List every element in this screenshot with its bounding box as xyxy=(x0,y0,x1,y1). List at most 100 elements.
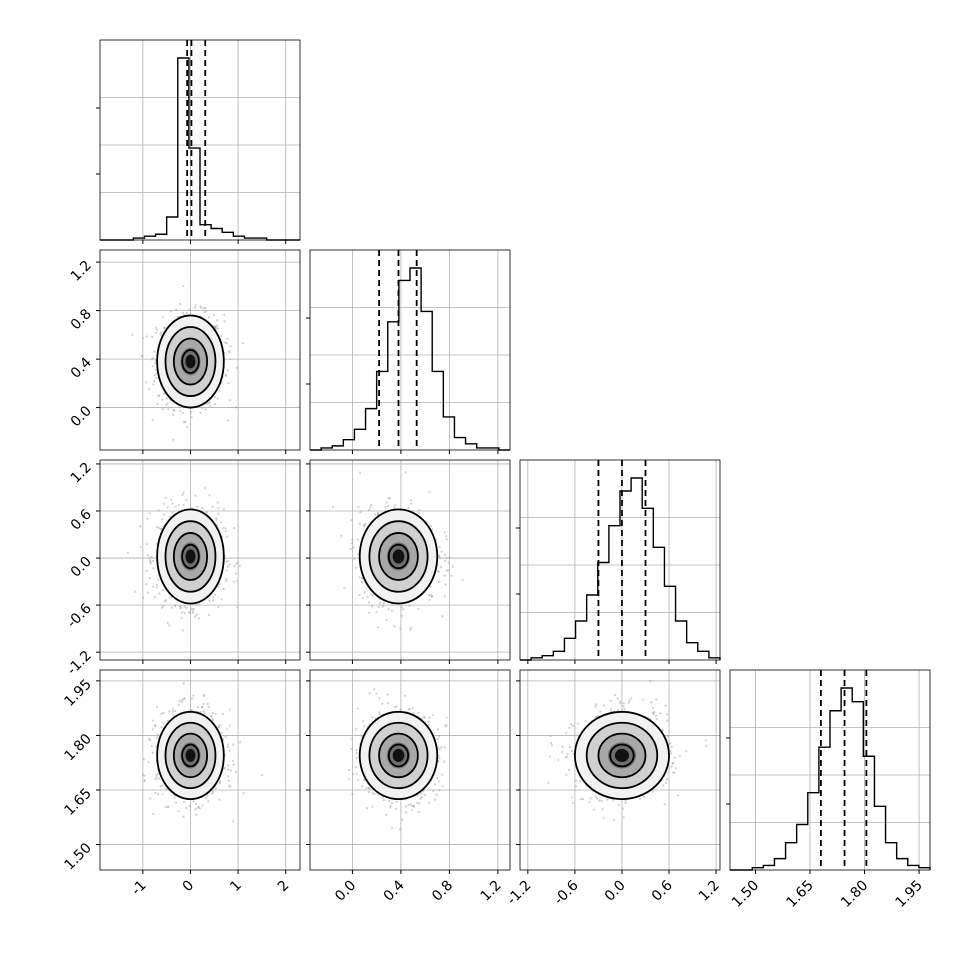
scatter-point xyxy=(444,559,447,562)
scatter-point xyxy=(400,606,403,609)
scatter-point xyxy=(444,553,447,556)
scatter-point xyxy=(148,577,151,580)
scatter-point xyxy=(156,733,159,736)
density-contour-1 xyxy=(164,326,217,397)
scatter-point xyxy=(200,306,203,309)
scatter-point xyxy=(183,605,186,608)
scatter-point xyxy=(441,773,444,776)
axes-frame xyxy=(729,669,931,871)
scatter-point xyxy=(139,525,142,528)
scatter-point xyxy=(438,557,441,560)
scatter-point xyxy=(208,494,211,497)
scatter-point xyxy=(139,546,142,549)
scatter-point xyxy=(363,591,366,594)
scatter-point xyxy=(165,404,168,407)
scatter-point xyxy=(365,786,368,790)
density-contour-2 xyxy=(378,532,419,581)
scatter-point xyxy=(205,511,208,514)
scatter-point xyxy=(145,543,148,546)
scatter-point xyxy=(232,743,235,746)
panel-content xyxy=(100,670,300,870)
scatter-point xyxy=(217,605,220,608)
histogram-step xyxy=(100,57,300,241)
scatter-point xyxy=(169,310,172,313)
scatter-point xyxy=(170,498,173,501)
scatter-point xyxy=(194,615,197,618)
scatter-point xyxy=(211,792,214,795)
scatter-point xyxy=(216,501,219,504)
scatter-point xyxy=(224,527,227,530)
scatter-point xyxy=(232,759,235,762)
histogram-panel-0 xyxy=(96,39,301,244)
scatter-point xyxy=(142,758,145,761)
scatter-point xyxy=(191,697,194,700)
density-contour-2 xyxy=(172,532,209,581)
scatter-point xyxy=(382,601,385,605)
scatter-point xyxy=(182,815,185,818)
scatter-point xyxy=(350,519,353,522)
scatter-point xyxy=(366,595,369,599)
scatter-point xyxy=(409,628,412,632)
scatter-point xyxy=(220,381,224,384)
scatter-point xyxy=(382,799,385,802)
pair-panel-1-3 xyxy=(306,669,511,874)
scatter-point xyxy=(174,801,178,804)
scatter-point xyxy=(354,566,357,570)
scatter-point xyxy=(390,826,394,830)
scatter-point xyxy=(189,411,193,414)
scatter-point xyxy=(227,745,230,748)
scatter-point xyxy=(445,569,448,572)
scatter-point xyxy=(155,331,158,334)
scatter-point xyxy=(447,561,450,564)
scatter-point xyxy=(227,560,230,563)
scatter-point xyxy=(194,494,197,497)
scatter-point xyxy=(198,807,201,810)
scatter-point xyxy=(361,785,364,788)
scatter-point xyxy=(389,804,392,808)
scatter-point xyxy=(616,697,619,700)
scatter-point xyxy=(153,350,156,353)
scatter-point xyxy=(439,566,442,569)
scatter-point xyxy=(438,757,441,760)
scatter-point xyxy=(214,402,217,406)
scatter-point xyxy=(199,411,202,415)
axes-frame xyxy=(99,459,301,661)
scatter-point xyxy=(163,392,166,395)
scatter-point xyxy=(224,374,228,377)
scatter-point xyxy=(223,320,226,323)
scatter-point xyxy=(161,793,164,796)
scatter-point xyxy=(391,603,394,606)
scatter-point xyxy=(151,335,154,338)
scatter-point xyxy=(174,505,177,508)
panel-content xyxy=(100,460,300,660)
scatter-point xyxy=(423,716,426,719)
scatter-point xyxy=(437,570,440,573)
scatter-point xyxy=(351,538,354,541)
density-contour-1 xyxy=(368,520,429,593)
scatter-point xyxy=(218,798,221,801)
scatter-point xyxy=(227,382,230,385)
axes-frame xyxy=(99,249,301,451)
scatter-point xyxy=(440,550,443,553)
scatter-point xyxy=(155,774,158,777)
density-contour-2 xyxy=(378,732,419,779)
scatter-point xyxy=(233,565,236,568)
scatter-point xyxy=(196,505,199,508)
scatter-point xyxy=(408,604,411,607)
scatter-point xyxy=(229,345,232,348)
scatter-point xyxy=(235,562,238,565)
scatter-point xyxy=(409,803,412,806)
scatter-point xyxy=(412,712,415,715)
scatter-point xyxy=(149,797,152,800)
scatter-point xyxy=(153,374,156,377)
scatter-point xyxy=(430,524,433,528)
scatter-point xyxy=(182,311,185,314)
scatter-point xyxy=(152,365,155,368)
scatter-point xyxy=(180,698,183,702)
scatter-point xyxy=(367,786,371,790)
scatter-point xyxy=(164,599,168,602)
scatter-point xyxy=(228,749,231,752)
pair-panel-1-2 xyxy=(306,459,511,664)
scatter-point xyxy=(156,403,159,406)
scatter-point xyxy=(162,722,165,725)
